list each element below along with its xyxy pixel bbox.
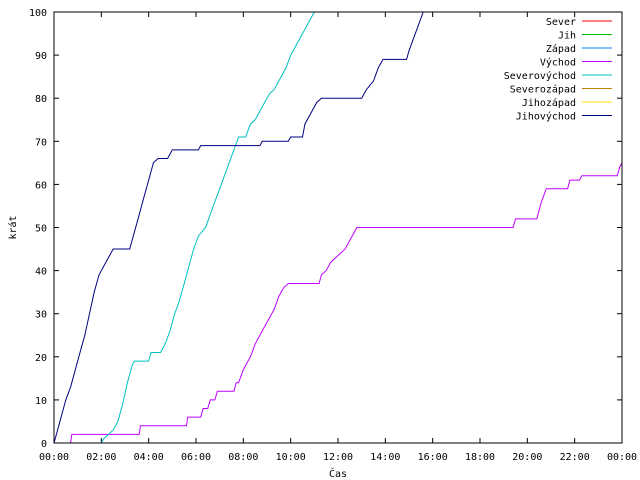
tick-labels: 0 10 20 30 40 50 60 70 80 90 100 00:00 02:00 04:00 06:… bbox=[29, 8, 637, 463]
series-line-7 bbox=[53, 11, 424, 444]
x-tick-label: 12:00 bbox=[323, 452, 353, 463]
y-tick-label: 80 bbox=[35, 94, 47, 105]
x-tick-label: 00:00 bbox=[607, 452, 637, 463]
x-tick-label: 06:00 bbox=[181, 452, 211, 463]
y-tick-label: 20 bbox=[35, 353, 47, 364]
x-tick-label: 04:00 bbox=[134, 452, 164, 463]
y-tick-label: 10 bbox=[35, 396, 47, 407]
legend-label: Sever bbox=[546, 17, 576, 28]
legend-label: Jihozápad bbox=[522, 97, 576, 109]
legend-label: Jihovýchod bbox=[516, 111, 576, 123]
y-tick-label: 90 bbox=[35, 51, 47, 62]
legend-label: Západ bbox=[546, 43, 576, 55]
y-tick-label: 0 bbox=[41, 439, 47, 450]
legend-label: Východ bbox=[540, 57, 576, 69]
x-tick-label: 08:00 bbox=[228, 452, 258, 463]
x-tick-label: 10:00 bbox=[276, 452, 306, 463]
series-lines bbox=[53, 11, 623, 444]
y-tick-label: 40 bbox=[35, 267, 47, 278]
x-tick-label: 02:00 bbox=[86, 452, 116, 463]
x-tick-label: 00:00 bbox=[39, 452, 69, 463]
x-tick-label: 16:00 bbox=[418, 452, 448, 463]
plot-frame bbox=[53, 11, 623, 444]
y-axis-title: krát bbox=[7, 215, 19, 239]
y-tick-label: 30 bbox=[35, 310, 47, 321]
legend-label: Severovýchod bbox=[504, 70, 576, 82]
x-tick-label: 18:00 bbox=[465, 452, 495, 463]
x-tick-label: 22:00 bbox=[560, 452, 590, 463]
y-tick-label: 100 bbox=[29, 8, 47, 19]
legend-label: Severozápad bbox=[510, 84, 576, 96]
y-tick-label: 60 bbox=[35, 180, 47, 191]
series-line-4 bbox=[54, 11, 315, 444]
x-tick-label: 14:00 bbox=[370, 452, 400, 463]
x-tick-label: 20:00 bbox=[512, 452, 542, 463]
legend-label: Jih bbox=[558, 31, 576, 42]
x-axis-title: Čas bbox=[329, 467, 347, 480]
series-line-3 bbox=[54, 162, 623, 444]
y-tick-label: 50 bbox=[35, 224, 47, 235]
y-tick-label: 70 bbox=[35, 137, 47, 148]
